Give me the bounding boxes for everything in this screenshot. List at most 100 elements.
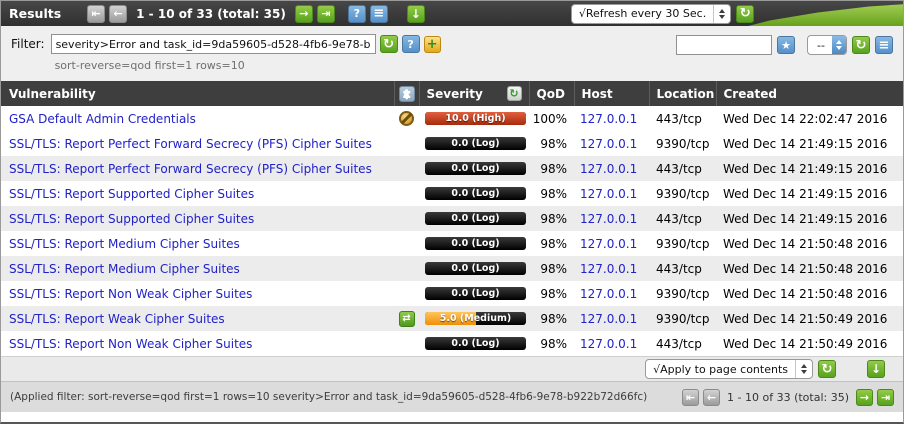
bottom-spacer: [1, 412, 903, 421]
dynamic-severity-icon[interactable]: [506, 86, 522, 101]
filters-list-icon[interactable]: [875, 36, 893, 54]
footer: (Applied filter: sort-reverse=qod first=…: [1, 381, 903, 412]
severity-bar: 0.0 (Log): [425, 287, 526, 300]
severity-label: 0.0 (Log): [451, 213, 500, 224]
vulnerability-link[interactable]: SSL/TLS: Report Supported Cipher Suites: [9, 211, 255, 226]
named-filter-input[interactable]: [676, 35, 773, 55]
qod-value: 98%: [540, 211, 567, 226]
severity-fill: [425, 112, 526, 125]
table-row: SSL/TLS: Report Weak Cipher Suites 5.0 (…: [1, 306, 903, 331]
qod-value: 98%: [540, 236, 567, 251]
qod-value: 98%: [540, 311, 567, 326]
created-value: Wed Dec 14 21:49:15 2016: [723, 161, 888, 176]
refresh-interval-select[interactable]: √Refresh every 30 Sec.: [570, 3, 732, 24]
solution-cell: [394, 256, 419, 281]
column-header-qod[interactable]: QoD: [528, 81, 574, 106]
vulnerability-link[interactable]: SSL/TLS: Report Perfect Forward Secrecy …: [9, 136, 372, 151]
host-link[interactable]: 127.0.0.1: [580, 261, 638, 276]
last-page-button[interactable]: [316, 4, 335, 23]
help-icon[interactable]: [347, 4, 366, 23]
table-row: SSL/TLS: Report Perfect Forward Secrecy …: [1, 156, 903, 181]
created-value: Wed Dec 14 21:49:15 2016: [723, 136, 888, 151]
download-results-icon[interactable]: [867, 360, 885, 378]
column-header-vulnerability[interactable]: Vulnerability: [1, 81, 394, 106]
column-header-created[interactable]: Created: [715, 81, 903, 106]
footer-pagination: 1 - 10 of 33 (total: 35): [682, 388, 894, 406]
apply-action-value: √Apply to page contents: [653, 362, 788, 376]
location-value: 443/tcp: [656, 161, 702, 176]
apply-action-select[interactable]: √Apply to page contents: [645, 359, 813, 379]
solution-cell: [394, 331, 419, 356]
filters-refresh-icon[interactable]: [852, 36, 870, 54]
severity-bar: 0.0 (Log): [425, 237, 526, 250]
vulnerability-link[interactable]: SSL/TLS: Report Weak Cipher Suites: [9, 311, 225, 326]
prev-page-button[interactable]: [109, 4, 128, 23]
first-page-button[interactable]: [87, 4, 106, 23]
results-tbody: GSA Default Admin Credentials 10.0 (High…: [1, 106, 903, 356]
severity-bar: 10.0 (High): [425, 112, 526, 125]
footer-pagination-label: 1 - 10 of 33 (total: 35): [727, 390, 849, 404]
filter-help-icon[interactable]: [401, 35, 420, 53]
host-link[interactable]: 127.0.0.1: [580, 186, 638, 201]
vulnerability-link[interactable]: SSL/TLS: Report Medium Cipher Suites: [9, 236, 240, 251]
vulnerability-link[interactable]: SSL/TLS: Report Supported Cipher Suites: [9, 186, 255, 201]
host-link[interactable]: 127.0.0.1: [580, 136, 638, 151]
severity-label: 0.0 (Log): [451, 263, 500, 274]
filter-sort-line: sort-reverse=qod first=1 rows=10: [54, 59, 245, 72]
apply-filter-icon[interactable]: [379, 35, 398, 53]
pagination-label: 1 - 10 of 33 (total: 35): [136, 6, 286, 21]
host-link[interactable]: 127.0.0.1: [580, 161, 638, 176]
footer-first-page-button[interactable]: [682, 388, 700, 406]
results-table: Vulnerability Severity QoD Host Location: [1, 81, 903, 356]
host-link[interactable]: 127.0.0.1: [580, 211, 638, 226]
solution-type-icon: [398, 85, 415, 102]
severity-label: 10.0 (High): [445, 113, 506, 124]
new-filter-icon[interactable]: [423, 35, 441, 53]
qod-value: 98%: [540, 336, 567, 351]
created-value: Wed Dec 14 21:50:48 2016: [723, 286, 888, 301]
download-icon[interactable]: [406, 4, 425, 23]
column-header-host[interactable]: Host: [573, 81, 649, 106]
location-value: 443/tcp: [656, 336, 702, 351]
column-header-severity[interactable]: Severity: [418, 81, 529, 106]
location-value: 443/tcp: [656, 211, 702, 226]
host-link[interactable]: 127.0.0.1: [580, 286, 638, 301]
footer-prev-page-button[interactable]: [703, 388, 721, 406]
page-title: Results: [9, 6, 62, 21]
save-filter-star-icon[interactable]: [777, 36, 796, 54]
refresh-icon[interactable]: [736, 4, 755, 23]
list-view-icon[interactable]: [369, 4, 388, 23]
footer-next-page-button[interactable]: [856, 388, 873, 406]
created-value: Wed Dec 14 21:49:15 2016: [723, 211, 888, 226]
qod-value: 98%: [540, 161, 567, 176]
host-link[interactable]: 127.0.0.1: [580, 236, 638, 251]
vulnerability-link[interactable]: SSL/TLS: Report Non Weak Cipher Suites: [9, 286, 253, 301]
table-header-row: Vulnerability Severity QoD Host Location: [1, 81, 903, 106]
footer-last-page-button[interactable]: [877, 388, 894, 406]
location-value: 443/tcp: [656, 111, 702, 126]
solution-cell: [394, 131, 419, 156]
location-value: 9390/tcp: [656, 136, 710, 151]
host-link[interactable]: 127.0.0.1: [580, 336, 638, 351]
severity-bar: 5.0 (Medium): [425, 312, 526, 325]
column-header-location[interactable]: Location: [648, 81, 716, 106]
table-row: SSL/TLS: Report Supported Cipher Suites …: [1, 206, 903, 231]
severity-bar: 0.0 (Log): [425, 137, 526, 150]
host-link[interactable]: 127.0.0.1: [580, 311, 638, 326]
severity-bar: 0.0 (Log): [425, 262, 526, 275]
vulnerability-link[interactable]: GSA Default Admin Credentials: [9, 111, 196, 126]
filter-input[interactable]: [50, 34, 376, 54]
severity-label: 0.0 (Log): [451, 163, 500, 174]
vulnerability-link[interactable]: SSL/TLS: Report Medium Cipher Suites: [9, 261, 240, 276]
vulnerability-link[interactable]: SSL/TLS: Report Perfect Forward Secrecy …: [9, 161, 372, 176]
created-value: Wed Dec 14 21:50:49 2016: [723, 336, 888, 351]
saved-filters-select[interactable]: --: [807, 35, 847, 55]
next-page-button[interactable]: [294, 4, 313, 23]
table-row: SSL/TLS: Report Supported Cipher Suites …: [1, 181, 903, 206]
vulnerability-link[interactable]: SSL/TLS: Report Non Weak Cipher Suites: [9, 336, 253, 351]
table-row: GSA Default Admin Credentials 10.0 (High…: [1, 106, 903, 131]
apply-action-icon[interactable]: [818, 360, 836, 378]
host-link[interactable]: 127.0.0.1: [580, 111, 638, 126]
column-header-solution-type[interactable]: [393, 81, 419, 106]
severity-label: 0.0 (Log): [451, 288, 500, 299]
